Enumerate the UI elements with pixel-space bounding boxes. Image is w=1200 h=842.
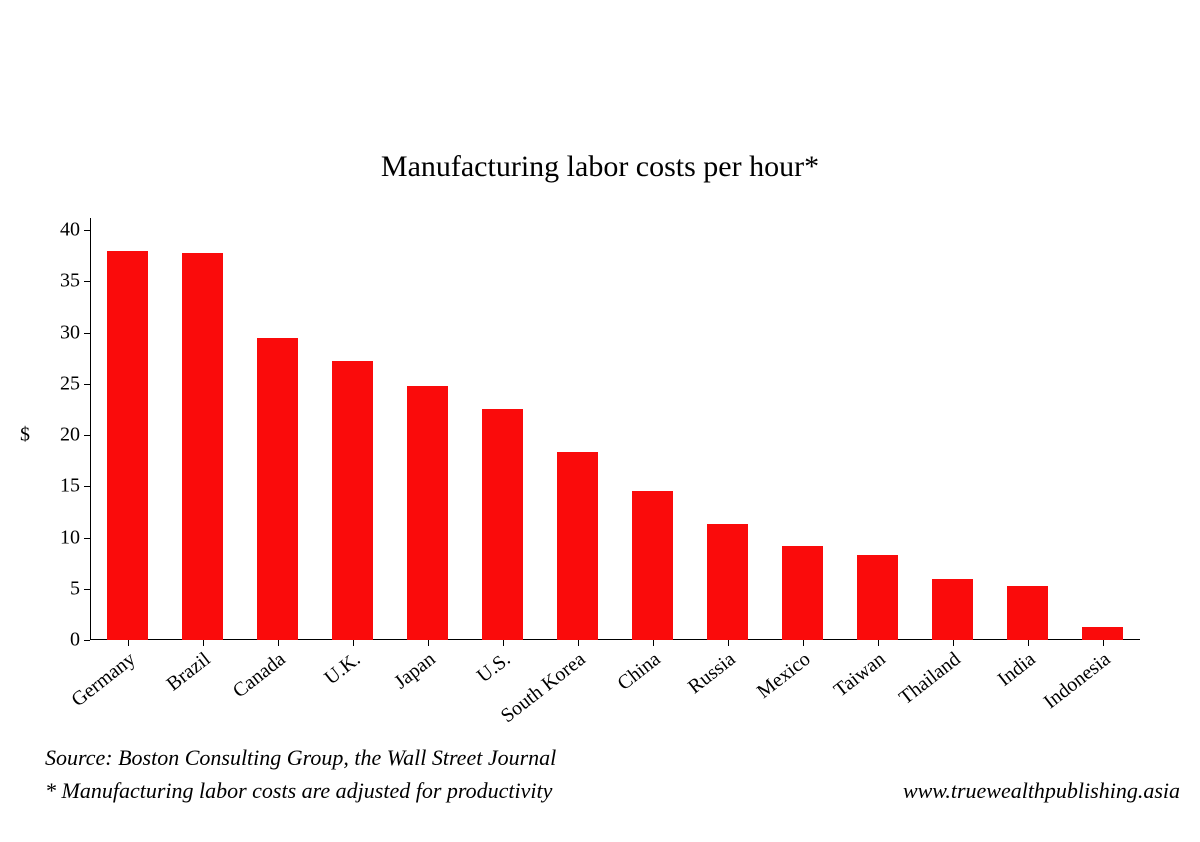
y-tick-label: 25 [60,372,80,395]
bar [932,579,973,641]
bar [1007,586,1048,640]
bars-layer [90,230,1140,640]
y-tick-label: 40 [60,219,80,242]
x-tick-mark [1028,640,1029,646]
x-tick-label: Indonesia [1039,648,1114,714]
x-tick-mark [428,640,429,646]
x-tick-label: Taiwan [829,648,889,702]
y-tick-mark [84,640,90,641]
bar [482,409,523,640]
chart-container: Manufacturing labor costs per hour* $ 05… [0,0,1200,842]
x-tick-label: Germany [67,648,140,712]
x-tick-label: Brazil [162,648,215,696]
bar [632,491,673,640]
y-tick-mark [84,589,90,590]
x-tick-label: Mexico [752,648,814,704]
chart-title: Manufacturing labor costs per hour* [0,150,1200,184]
y-tick-mark [84,538,90,539]
x-tick-mark [803,640,804,646]
x-tick-label: U.K. [320,648,365,690]
bar [557,452,598,640]
x-tick-mark [1103,640,1104,646]
bar [857,555,898,640]
y-tick-mark [84,230,90,231]
y-tick-mark [84,435,90,436]
bar [1082,627,1123,640]
x-tick-mark [128,640,129,646]
footer-source: Source: Boston Consulting Group, the Wal… [45,741,1180,774]
x-tick-mark [953,640,954,646]
y-tick-label: 20 [60,424,80,447]
bar [407,386,448,640]
chart-footer: Source: Boston Consulting Group, the Wal… [45,741,1180,807]
bar [107,251,148,641]
x-tick-mark [278,640,279,646]
footer-url: www.truewealthpublishing.asia [903,774,1180,807]
x-tick-label: India [993,648,1040,691]
y-tick-label: 10 [60,526,80,549]
footer-note: * Manufacturing labor costs are adjusted… [45,774,552,807]
x-tick-mark [878,640,879,646]
x-tick-mark [203,640,204,646]
x-tick-label: Japan [390,648,440,694]
bar [782,546,823,640]
bar [332,361,373,640]
y-tick-mark [84,384,90,385]
y-tick-label: 5 [70,577,80,600]
x-tick-label: Canada [228,648,289,703]
x-tick-mark [503,640,504,646]
x-tick-label: China [613,648,665,696]
bar [257,338,298,640]
y-tick-label: 15 [60,475,80,498]
bar [182,253,223,640]
y-tick-label: 0 [70,629,80,652]
bar [707,524,748,640]
x-tick-mark [578,640,579,646]
y-tick-label: 35 [60,270,80,293]
x-tick-label: Thailand [894,648,964,710]
y-tick-mark [84,486,90,487]
x-tick-label: U.S. [472,648,514,688]
y-tick-mark [84,281,90,282]
x-tick-mark [728,640,729,646]
x-tick-mark [653,640,654,646]
x-tick-mark [353,640,354,646]
y-tick-mark [84,333,90,334]
plot-area: $ 0510152025303540GermanyBrazilCanadaU.K… [90,230,1140,640]
x-tick-label: Russia [683,648,739,699]
y-axis-title: $ [20,424,30,447]
y-tick-label: 30 [60,321,80,344]
